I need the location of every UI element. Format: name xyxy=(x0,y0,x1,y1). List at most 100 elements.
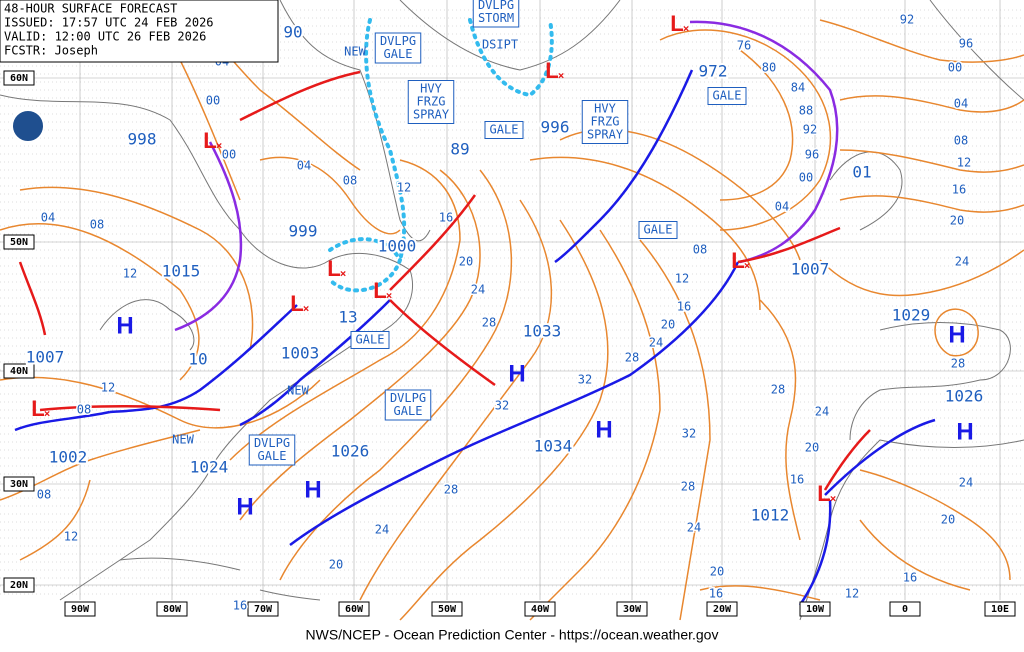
pressure-value: 1000 xyxy=(378,237,417,256)
isobar-label: 20 xyxy=(941,513,955,527)
low-center: L xyxy=(290,291,303,316)
footer: NWS/NCEP - Ocean Prediction Center - htt… xyxy=(306,627,719,643)
isobar-label: 16 xyxy=(903,571,917,585)
isobar xyxy=(839,195,1024,213)
isobar xyxy=(934,308,979,357)
isobar-label: 24 xyxy=(955,255,969,269)
longitude-label: 90W xyxy=(71,604,90,615)
isobar-label: 20 xyxy=(329,558,343,572)
warning-label: GALE xyxy=(713,89,742,103)
pressure-value: 1029 xyxy=(892,306,931,325)
warning-label: FRZG xyxy=(417,95,446,109)
isobar-label: 04 xyxy=(297,159,311,173)
isobar xyxy=(529,229,661,621)
isobar-label: 08 xyxy=(343,174,357,188)
longitude-label: 10W xyxy=(806,604,825,615)
isobar-label: 12 xyxy=(957,156,971,170)
isobar-label: 28 xyxy=(444,483,458,497)
isobar xyxy=(0,223,200,381)
warning-label: NEW xyxy=(172,433,194,447)
isobar-label: 24 xyxy=(471,283,485,297)
coastline xyxy=(0,94,414,601)
isobar xyxy=(279,169,513,581)
pressure-value: 1007 xyxy=(26,348,65,367)
cold-front xyxy=(554,69,694,264)
label-box xyxy=(616,601,648,617)
isobar-label: 20 xyxy=(459,255,473,269)
isobar-label: 04 xyxy=(775,200,789,214)
warning-label: GALE xyxy=(644,223,673,237)
isobar xyxy=(19,186,254,351)
isobar xyxy=(0,376,321,429)
pressure-value: 1015 xyxy=(162,262,201,281)
warning-label: DVLPG xyxy=(478,0,514,12)
occluded-front xyxy=(174,141,243,332)
isobar-label: 04 xyxy=(954,97,968,111)
longitude-label: 80W xyxy=(163,604,182,615)
low-x: × xyxy=(44,407,51,420)
isobar-label: 24 xyxy=(687,521,701,535)
warning-label: HVY xyxy=(594,102,616,116)
fronts xyxy=(14,18,936,606)
isobar-label: 12 xyxy=(397,181,411,195)
label-box xyxy=(984,601,1016,617)
pressure-value: 1033 xyxy=(523,322,562,341)
warning-label: GALE xyxy=(490,123,519,137)
warm-front xyxy=(737,226,841,264)
isobar-label: 12 xyxy=(123,267,137,281)
label-box xyxy=(3,577,35,593)
noaa-logo xyxy=(11,109,45,143)
warning-label: DVLPG xyxy=(254,436,290,450)
isobar xyxy=(719,49,794,201)
isobar-label: 28 xyxy=(625,351,639,365)
isobar xyxy=(859,519,971,591)
pressure-value: 1026 xyxy=(945,387,984,406)
occluded-front xyxy=(689,20,839,264)
coastline xyxy=(829,0,1024,441)
high-center: H xyxy=(236,493,253,520)
low-x: × xyxy=(386,289,393,302)
isobar-label: 84 xyxy=(791,81,805,95)
isobar-label: 00 xyxy=(222,148,236,162)
warm-front xyxy=(39,405,221,412)
cold-front xyxy=(289,261,740,547)
label-box xyxy=(706,601,738,617)
warning-box xyxy=(384,389,432,421)
warning-label: DSIPT xyxy=(482,38,518,52)
longitude-label: 10E xyxy=(991,604,1009,615)
isobar xyxy=(859,469,1011,581)
ice-edge xyxy=(328,237,403,293)
isobar-label: 08 xyxy=(37,488,51,502)
low-x: × xyxy=(303,302,310,315)
isobar xyxy=(839,95,1024,113)
isobar xyxy=(659,29,832,231)
warning-box xyxy=(350,331,390,349)
cold-front xyxy=(239,299,391,427)
longitude-label: 60W xyxy=(345,604,364,615)
isobar xyxy=(839,149,1024,173)
low-center: L xyxy=(31,396,44,421)
isobar-label: 24 xyxy=(649,336,663,350)
ice-edge xyxy=(364,18,407,262)
label-box xyxy=(799,601,831,617)
warning-label: FRZG xyxy=(591,115,620,129)
pressure-value: 1026 xyxy=(331,442,370,461)
label-box xyxy=(156,601,188,617)
latitude-label: 60N xyxy=(10,73,28,84)
high-center: H xyxy=(304,476,321,503)
isobar-label: 24 xyxy=(375,523,389,537)
isobar-label: 16 xyxy=(233,599,247,613)
header-line: VALID: 12:00 UTC 26 FEB 2026 xyxy=(4,30,206,44)
warm-front xyxy=(389,299,496,387)
isobar-label: 12 xyxy=(845,587,859,601)
high-center: H xyxy=(956,418,973,445)
isobar-label: 00 xyxy=(948,61,962,75)
isobar-label: 16 xyxy=(709,587,723,601)
latitude-label: 20N xyxy=(10,580,28,591)
isobar xyxy=(639,239,711,621)
warning-label: GALE xyxy=(394,404,423,418)
isobar-label: 20 xyxy=(710,565,724,579)
low-center: L xyxy=(670,11,683,36)
